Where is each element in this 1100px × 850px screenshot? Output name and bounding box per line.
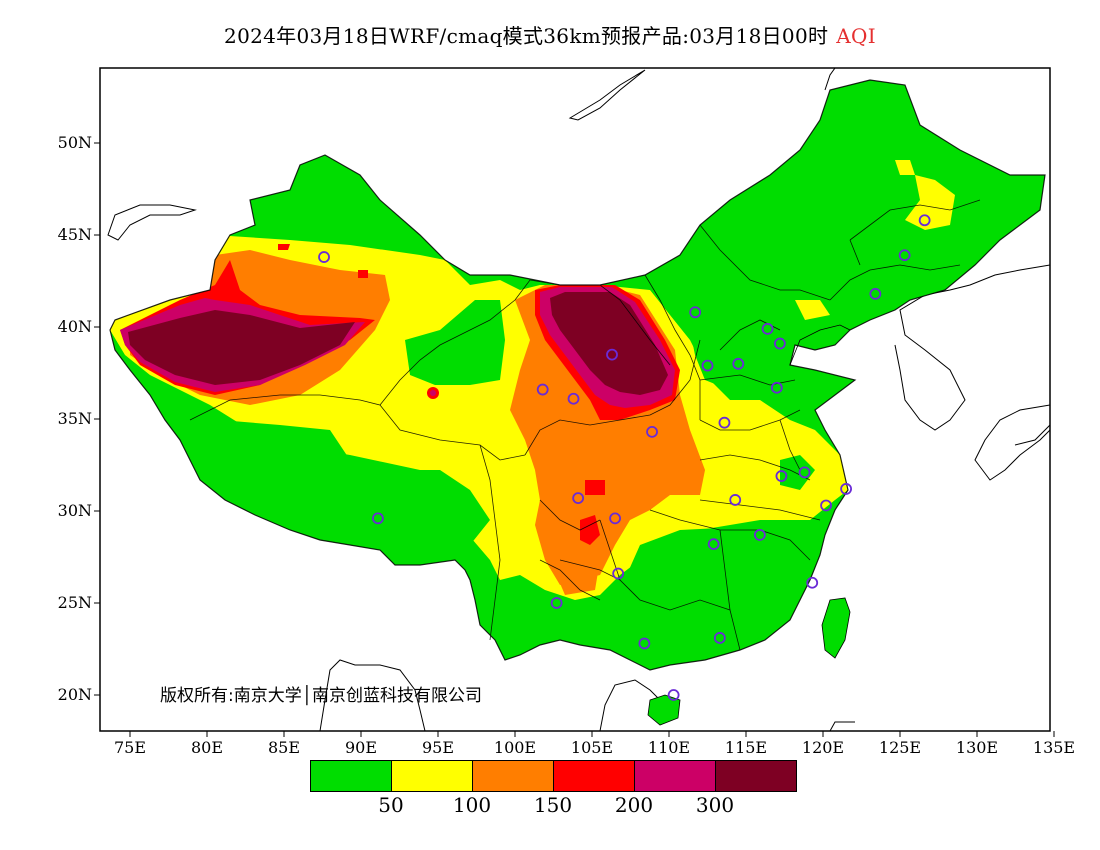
station-marker xyxy=(689,306,702,319)
lon-tick-label: 90E xyxy=(344,738,378,757)
station-marker xyxy=(612,567,625,580)
legend-swatch xyxy=(392,761,473,791)
lon-tick-label: 80E xyxy=(190,738,224,757)
legend-label: 200 xyxy=(614,793,654,817)
station-marker xyxy=(638,637,651,650)
station-marker xyxy=(718,416,731,429)
legend-label: 150 xyxy=(533,793,573,817)
lon-tick-label: 120E xyxy=(801,738,845,757)
lat-tick-label: 45N xyxy=(57,225,92,244)
station-marker xyxy=(820,499,832,512)
station-marker xyxy=(806,576,819,589)
station-marker xyxy=(713,632,726,644)
station-marker xyxy=(898,249,911,262)
coastlines xyxy=(107,68,1050,731)
lat-tick-label: 50N xyxy=(57,133,92,152)
lat-tick-label: 20N xyxy=(57,685,92,704)
title-variable: AQI xyxy=(836,24,876,48)
map-frame-content xyxy=(107,68,1050,731)
legend-swatch xyxy=(554,761,635,791)
aqi-legend xyxy=(310,760,797,792)
map-title: 2024年03月18日WRF/cmaq模式36km预报产品:03月18日00时 A… xyxy=(0,20,1100,49)
station-marker xyxy=(567,392,580,405)
lon-tick-label: 75E xyxy=(113,738,147,757)
station-marker xyxy=(550,597,563,609)
station-marker xyxy=(761,322,774,335)
station-marker xyxy=(606,348,618,361)
station-marker xyxy=(775,470,788,482)
station-marker xyxy=(646,425,658,438)
station-marker xyxy=(707,538,720,551)
legend-label: 100 xyxy=(452,793,492,817)
lon-tick-label: 105E xyxy=(570,738,614,757)
station-marker xyxy=(372,512,384,525)
lat-tick-label: 30N xyxy=(57,501,92,520)
lon-tick-label: 115E xyxy=(724,738,768,757)
station-marker xyxy=(667,689,680,701)
station-marker xyxy=(869,287,882,300)
legend-swatch xyxy=(716,761,796,791)
lon-tick-label: 85E xyxy=(267,738,301,757)
legend-swatch xyxy=(635,761,716,791)
legend-label: 50 xyxy=(378,793,404,817)
copyright-notice: 版权所有:南京大学│南京创蓝科技有限公司 xyxy=(160,686,482,706)
aqi-field xyxy=(110,80,1045,670)
title-text: 2024年03月18日WRF/cmaq模式36km预报产品:03月18日00时 xyxy=(224,24,829,48)
lon-tick-label: 110E xyxy=(647,738,691,757)
station-marker xyxy=(770,381,783,394)
legend-swatch xyxy=(473,761,554,791)
station-markers xyxy=(318,214,931,701)
islands xyxy=(647,597,851,726)
station-marker xyxy=(732,357,745,370)
lat-tick-label: 25N xyxy=(57,593,92,612)
station-marker xyxy=(318,251,330,263)
lon-tick-label: 100E xyxy=(493,738,537,757)
station-marker xyxy=(798,466,811,479)
lat-tick-label: 40N xyxy=(57,317,92,336)
province-boundaries xyxy=(109,79,1046,671)
station-marker xyxy=(753,529,766,541)
map-frame xyxy=(99,67,1051,732)
station-marker xyxy=(572,492,585,505)
station-marker xyxy=(918,214,931,227)
lat-tick-label: 35N xyxy=(57,409,92,428)
station-marker xyxy=(609,512,621,525)
station-marker xyxy=(701,359,714,372)
legend-label: 300 xyxy=(695,793,735,817)
lon-tick-label: 125E xyxy=(878,738,922,757)
lon-tick-label: 130E xyxy=(955,738,999,757)
station-marker xyxy=(840,483,852,495)
lon-tick-label: 95E xyxy=(421,738,455,757)
lon-tick-label: 135E xyxy=(1032,738,1076,757)
legend-swatch xyxy=(311,761,392,791)
station-marker xyxy=(773,337,786,350)
station-marker xyxy=(729,494,742,506)
station-marker xyxy=(536,383,549,396)
